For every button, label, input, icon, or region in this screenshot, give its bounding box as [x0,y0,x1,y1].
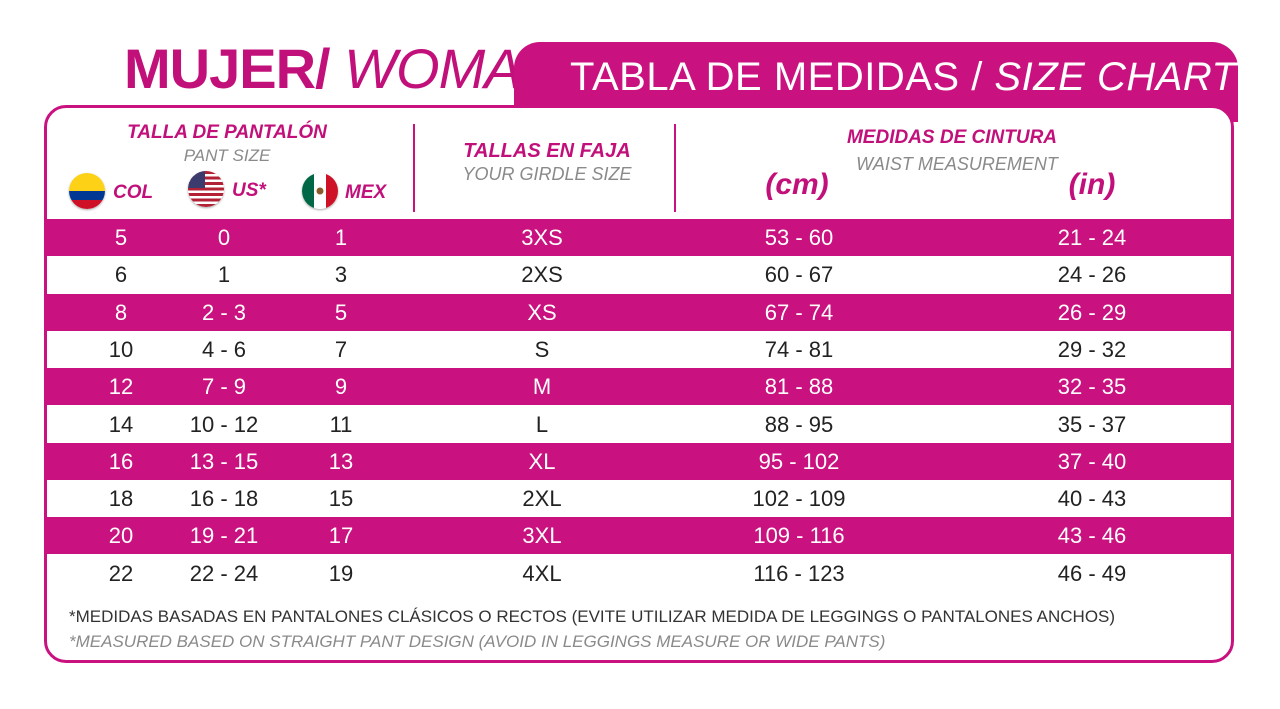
cell-in: 43 - 46 [1057,523,1127,549]
usa-flag-icon [188,171,224,207]
cell-cm: 109 - 116 [753,523,845,549]
table-row: 8 2 - 3 5 XS 67 - 74 26 - 29 [47,293,1231,331]
cell-mex: 13 [328,448,354,474]
table-row: 14 10 - 12 11 L 88 - 95 35 - 37 [47,406,1231,443]
cell-in: 26 - 29 [1057,299,1127,325]
cell-girdle: 2XS [521,262,563,288]
cell-mex: 17 [328,523,354,549]
page-title: MUJER/ WOMAN [124,36,561,102]
cell-cm: 88 - 95 [764,411,834,437]
cell-mex: 3 [334,262,348,288]
cell-girdle: 3XS [521,225,563,250]
cell-cm: 53 - 60 [764,225,834,250]
table-row: 12 7 - 9 9 M 81 - 88 32 - 35 [47,368,1231,406]
table-row: 20 19 - 21 17 3XL 109 - 116 43 - 46 [47,517,1231,555]
cell-us: 0 [217,225,231,250]
size-chart-table: TALLA DE PANTALÓN PANT SIZE COL US* [44,105,1234,663]
cell-in: 46 - 49 [1057,560,1127,586]
cell-in: 24 - 26 [1057,262,1127,288]
cell-girdle: XS [527,299,557,325]
cell-mex: 11 [329,411,353,437]
us-label: US* [232,180,266,201]
cell-cm: 95 - 102 [758,448,840,474]
cell-in: 29 - 32 [1057,336,1127,362]
banner-title: TABLA DE MEDIDAS / SIZE CHART [570,50,1237,104]
footnote-en: *MEASURED BASED ON STRAIGHT PANT DESIGN … [69,632,886,651]
cell-girdle: M [532,374,552,400]
girdle-size-heading: TALLAS EN FAJA [463,140,631,162]
cell-in: 32 - 35 [1057,374,1127,400]
col-label: COL [113,182,154,203]
table-row: 10 4 - 6 7 S 74 - 81 29 - 32 [47,331,1231,368]
waist-subheading: WAIST MEASUREMENT [856,154,1058,174]
cell-us: 1 [217,262,231,288]
cell-cm: 67 - 74 [764,299,834,325]
cell-in: 40 - 43 [1057,486,1127,512]
cell-mex: 15 [328,486,354,512]
cell-col: 8 [114,299,128,325]
cell-us: 19 - 21 [189,523,259,549]
cell-in: 21 - 24 [1057,225,1127,250]
cell-girdle: 2XL [522,486,562,512]
pant-size-heading: TALLA DE PANTALÓN [127,122,327,143]
table-row: 16 13 - 15 13 XL 95 - 102 37 - 40 [47,442,1231,480]
cell-col: 18 [108,486,134,512]
cell-girdle: S [534,336,550,362]
cell-girdle: 4XL [522,560,562,586]
pant-size-subheading: PANT SIZE [183,146,271,165]
cell-us: 7 - 9 [201,374,247,400]
cell-col: 16 [108,448,134,474]
table-row: 18 16 - 18 15 2XL 102 - 109 40 - 43 [47,480,1231,517]
mexico-flag-icon [302,173,338,209]
cell-cm: 74 - 81 [764,336,834,362]
girdle-size-subheading: YOUR GIRDLE SIZE [462,164,632,184]
cell-in: 35 - 37 [1057,411,1127,437]
cell-girdle: 3XL [522,523,562,549]
cell-cm: 116 - 123 [753,560,845,586]
waist-heading: MEDIDAS DE CINTURA [846,127,1058,148]
banner-title-en: SIZE CHART [994,55,1237,99]
cm-unit-label: (cm) [765,168,829,201]
cell-us: 4 - 6 [201,336,247,362]
cell-cm: 102 - 109 [752,486,846,512]
cell-mex: 5 [334,299,348,325]
cell-cm: 81 - 88 [764,374,834,400]
header-divider [674,124,676,212]
banner-title-es: TABLA DE MEDIDAS / [570,55,995,99]
cell-col: 5 [114,225,128,250]
cell-us: 13 - 15 [189,448,259,474]
table-row: 6 1 3 2XS 60 - 67 24 - 26 [47,256,1231,293]
cell-us: 16 - 18 [189,486,259,512]
table-row: 22 22 - 24 19 4XL 116 - 123 46 - 49 [47,555,1231,592]
cell-us: 2 - 3 [201,299,247,325]
cell-girdle: L [535,411,549,437]
footnote-es: *MEDIDAS BASADAS EN PANTALONES CLÁSICOS … [69,607,1116,626]
cell-col: 20 [108,523,134,549]
cell-in: 37 - 40 [1057,448,1127,474]
header-divider [413,124,415,212]
cell-mex: 7 [334,336,348,362]
cell-col: 12 [108,374,134,400]
cell-col: 6 [114,262,128,288]
colombia-flag-icon [69,173,105,209]
table-row: 5 0 1 3XS 53 - 60 21 - 24 [47,219,1231,256]
cell-mex: 1 [334,225,348,250]
cell-us: 10 - 12 [189,411,259,437]
cell-col: 22 [108,560,134,586]
cell-col: 10 [108,336,134,362]
cell-cm: 60 - 67 [764,262,834,288]
cell-us: 22 - 24 [189,560,259,586]
cell-girdle: XL [528,448,556,474]
in-unit-label: (in) [1068,168,1116,201]
title-mujer: MUJER/ [124,37,331,100]
cell-col: 14 [108,411,134,437]
mex-label: MEX [345,182,387,203]
cell-mex: 9 [334,374,348,400]
cell-mex: 19 [328,560,354,586]
